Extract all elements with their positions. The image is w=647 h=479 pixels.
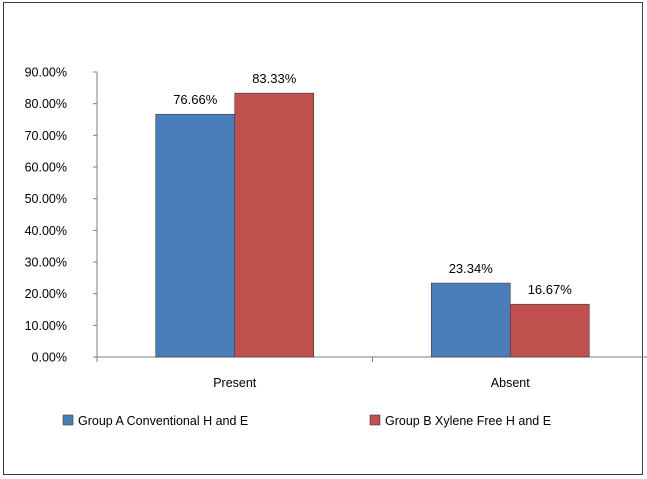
y-tick-label: 30.00% [25, 256, 67, 270]
legend-swatch [62, 414, 74, 426]
y-tick-label: 20.00% [25, 287, 67, 301]
y-tick-label: 0.00% [32, 351, 67, 365]
y-tick-label: 60.00% [25, 161, 67, 175]
y-tick-label: 80.00% [25, 97, 67, 111]
y-tick-label: 90.00% [25, 66, 67, 80]
y-tick-label: 50.00% [25, 192, 67, 206]
bar-data-label: 76.66% [173, 92, 218, 107]
chart-frame [3, 2, 643, 475]
legend-swatch [369, 414, 381, 426]
y-tick-label: 10.00% [25, 319, 67, 333]
bar-data-label: 23.34% [449, 261, 494, 276]
x-category-label: Present [213, 376, 257, 390]
bar [509, 303, 590, 358]
bar [155, 113, 236, 358]
legend-label: Group A Conventional H and E [78, 414, 248, 428]
x-category-label: Absent [491, 376, 530, 390]
legend-label: Group B Xylene Free H and E [385, 414, 551, 428]
bar [234, 92, 315, 358]
y-tick-label: 70.00% [25, 129, 67, 143]
bar-data-label: 16.67% [528, 282, 573, 297]
bar-data-label: 83.33% [252, 71, 297, 86]
bar [430, 282, 511, 358]
y-tick-label: 40.00% [25, 224, 67, 238]
